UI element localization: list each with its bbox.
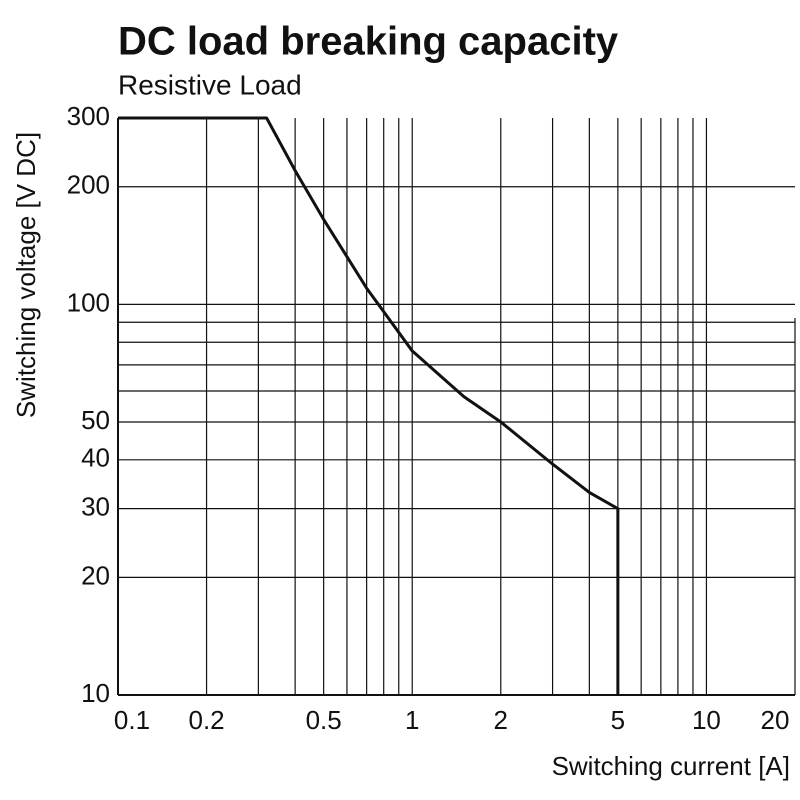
y-tick-label: 100 xyxy=(67,287,110,317)
x-tick-label: 20 xyxy=(761,705,790,735)
x-tick-label: 10 xyxy=(692,705,721,735)
x-tick-label: 0.1 xyxy=(114,705,150,735)
x-tick-label: 0.2 xyxy=(188,705,224,735)
y-tick-label: 10 xyxy=(81,678,110,708)
curve xyxy=(118,116,620,695)
x-tick-label: 5 xyxy=(611,705,625,735)
x-tick-label: 1 xyxy=(405,705,419,735)
y-tick-label: 50 xyxy=(81,405,110,435)
y-tick-label: 200 xyxy=(67,170,110,200)
chart-title: DC load breaking capacity xyxy=(118,20,619,64)
y-tick-label: 20 xyxy=(81,560,110,590)
y-tick-label: 30 xyxy=(81,491,110,521)
y-tick-label: 300 xyxy=(67,101,110,131)
x-tick-label: 0.5 xyxy=(306,705,342,735)
chart-subtitle: Resistive Load xyxy=(118,69,302,100)
x-tick-label: 2 xyxy=(494,705,508,735)
y-axis-label: Switching voltage [V DC] xyxy=(11,132,41,418)
x-axis-label: Switching current [A] xyxy=(552,751,790,781)
y-tick-label: 40 xyxy=(81,443,110,473)
